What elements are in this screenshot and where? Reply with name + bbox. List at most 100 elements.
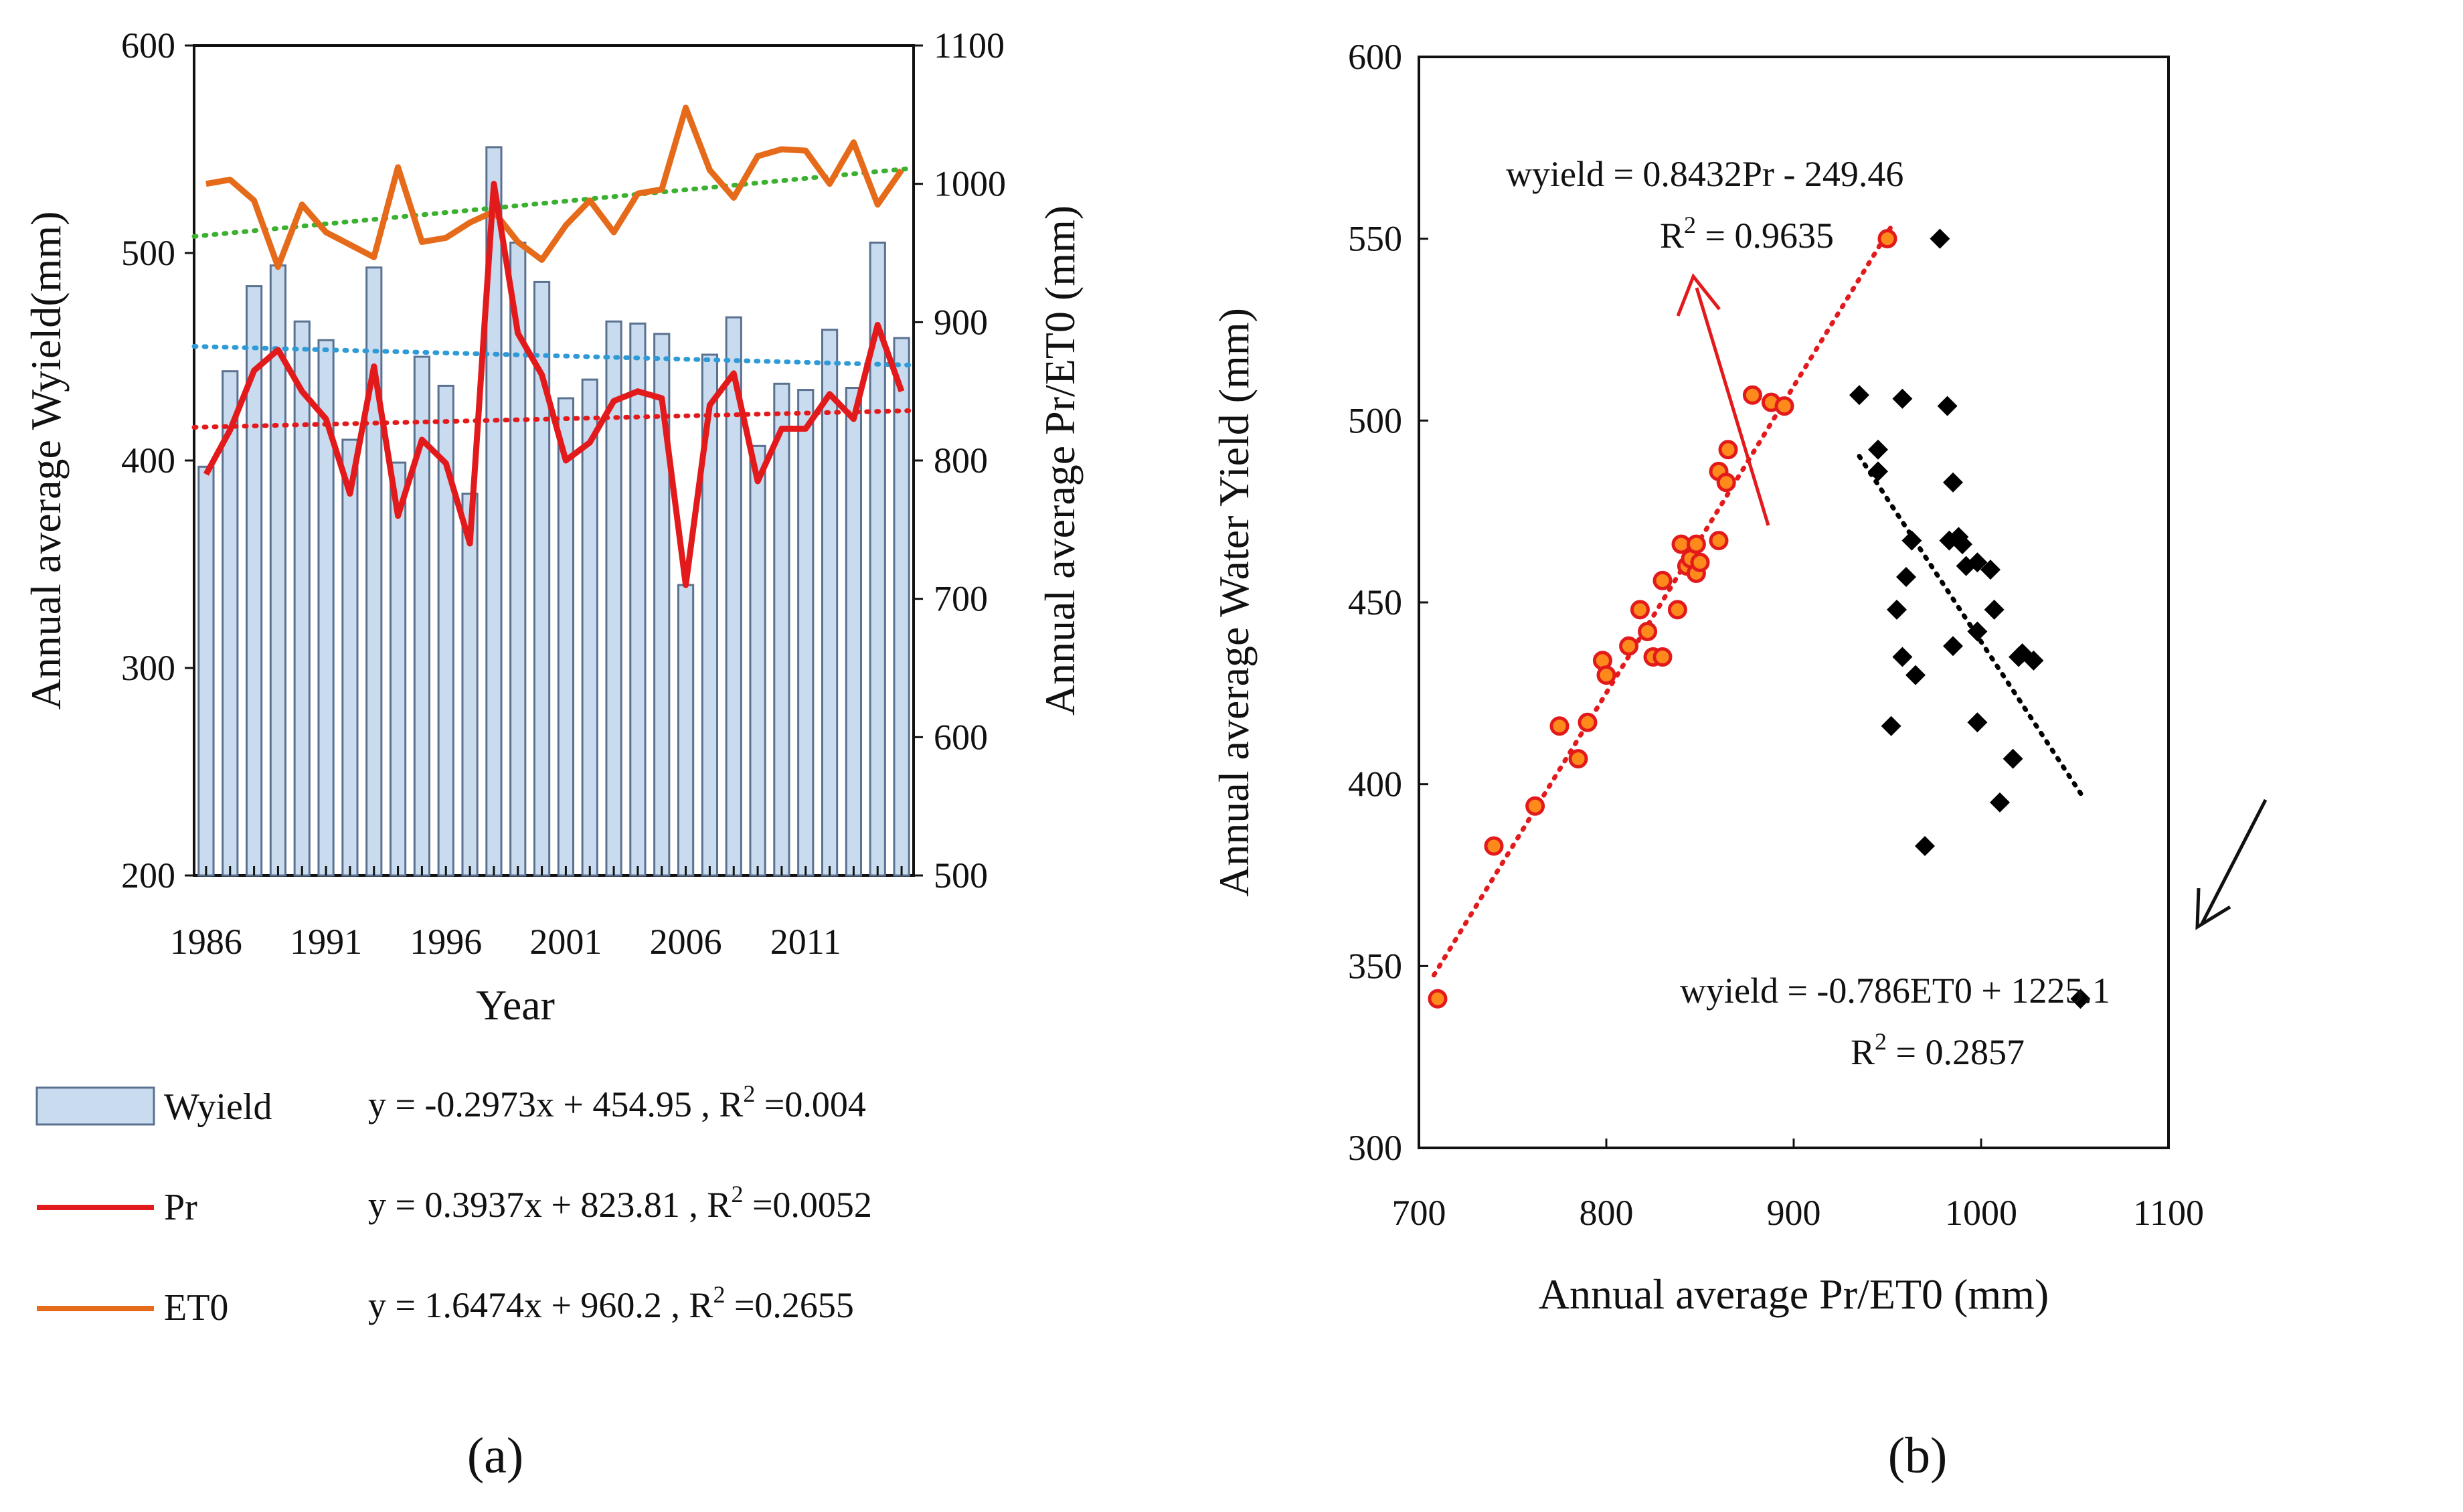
point-pr bbox=[1619, 636, 1639, 656]
y-right-tick-label: 600 bbox=[934, 717, 988, 757]
point-et0 bbox=[1881, 716, 1901, 736]
point-et0 bbox=[1943, 472, 1963, 493]
x-tick-label: 2006 bbox=[650, 922, 722, 962]
bar-wyield-1992 bbox=[341, 438, 359, 877]
point-pr bbox=[1652, 570, 1673, 590]
y-right-tick-label: 1000 bbox=[934, 164, 1006, 204]
y-tick-label: 600 bbox=[1348, 37, 1402, 77]
legend-label-pr: Pr bbox=[164, 1187, 197, 1228]
trendline-et0 bbox=[191, 166, 912, 239]
y-right-tick-label: 1100 bbox=[934, 25, 1005, 66]
legend-swatch-wyield bbox=[35, 1086, 155, 1126]
point-pr bbox=[1596, 665, 1616, 685]
x-tick-label: 1991 bbox=[290, 922, 362, 962]
annotation-pr-equation: wyield = 0.8432Pr - 249.46 bbox=[1506, 154, 1903, 194]
point-et0 bbox=[1980, 560, 2001, 580]
y-tick-label: 450 bbox=[1348, 582, 1402, 622]
bar-wyield-2009 bbox=[749, 444, 766, 877]
trendline-pr bbox=[191, 408, 912, 430]
x-tick-label: 2001 bbox=[529, 922, 602, 962]
bar-wyield-1990 bbox=[293, 320, 311, 877]
y-left-tick-label: 600 bbox=[121, 25, 175, 66]
annotation-et0-equation: wyield = -0.786ET0 + 1225.1 bbox=[1680, 971, 2110, 1011]
bar-wyield-2004 bbox=[629, 322, 647, 877]
x-tick-label: 1100 bbox=[2133, 1193, 2204, 1233]
panel-b-chart: 700 800 900 1000 1100 300350400450500550600 … bbox=[1210, 37, 2268, 1484]
x-tick-label: 1000 bbox=[1945, 1193, 2017, 1233]
bar-wyield-1986 bbox=[197, 465, 215, 877]
point-pr bbox=[1652, 647, 1673, 667]
y-right-tick-label: 900 bbox=[934, 302, 988, 342]
point-et0 bbox=[1967, 621, 1988, 642]
panel-a-lines bbox=[203, 104, 905, 588]
point-et0 bbox=[1937, 396, 1958, 416]
point-pr bbox=[1742, 385, 1762, 405]
point-et0 bbox=[1868, 439, 1888, 460]
point-et0 bbox=[2070, 989, 2091, 1009]
point-et0 bbox=[1984, 599, 2005, 620]
x-tick-label: 800 bbox=[1580, 1193, 1634, 1233]
point-et0 bbox=[1892, 388, 1913, 409]
panel-b-label: (b) bbox=[1888, 1428, 1948, 1484]
point-pr bbox=[1549, 716, 1569, 736]
point-pr bbox=[1709, 531, 1729, 551]
point-et0 bbox=[2023, 650, 2044, 671]
line-et0 bbox=[205, 104, 904, 270]
panel-a-trendlines bbox=[191, 166, 912, 430]
panel-b-y-axis-title: Annual average Water Yield (mm) bbox=[1210, 308, 1258, 897]
point-pr bbox=[1716, 473, 1736, 493]
bar-wyield-2006 bbox=[677, 584, 695, 877]
panel-a-chart: 1986 1991 1996 2001 2006 2011 200 300 400 500 600… bbox=[22, 25, 1084, 1484]
point-pr bbox=[1638, 621, 1658, 641]
legend-label-wyield: Wyield bbox=[164, 1086, 272, 1128]
x-tick-label: 1986 bbox=[170, 922, 242, 962]
panel-a-x-axis-title: Year bbox=[476, 981, 555, 1029]
point-et0 bbox=[2003, 748, 2023, 769]
point-pr bbox=[1568, 749, 1588, 769]
bar-wyield-2011 bbox=[797, 389, 815, 877]
panel-a-right-y-ticks: 500 600 700 800 900 1000 1100 bbox=[914, 25, 1006, 896]
panel-a-left-y-ticks: 200 300 400 500 600 bbox=[121, 25, 194, 896]
y-left-tick-label: 200 bbox=[121, 855, 175, 896]
annotation-pr-r2: R2 = 0.9635 bbox=[1660, 212, 1834, 256]
point-et0 bbox=[1896, 566, 1916, 587]
panel-a-x-ticks: 1986 1991 1996 2001 2006 2011 bbox=[170, 866, 903, 962]
point-et0 bbox=[1892, 647, 1913, 667]
fit-line-pr bbox=[1431, 224, 1894, 978]
point-pr bbox=[1428, 989, 1448, 1009]
y-right-tick-label: 500 bbox=[934, 855, 988, 896]
y-left-tick-label: 400 bbox=[121, 440, 175, 481]
y-tick-label: 500 bbox=[1348, 400, 1402, 440]
point-et0 bbox=[1887, 599, 1907, 620]
point-pr bbox=[1686, 534, 1706, 554]
y-right-tick-label: 800 bbox=[934, 440, 988, 481]
point-pr bbox=[1630, 600, 1650, 620]
y-tick-label: 550 bbox=[1348, 219, 1402, 259]
bar-wyield-2001 bbox=[557, 397, 575, 877]
y-tick-label: 400 bbox=[1348, 764, 1402, 805]
annotation-et0-arrow bbox=[2195, 799, 2268, 930]
bar-wyield-1993 bbox=[365, 266, 383, 877]
panel-b-et0-points bbox=[1849, 228, 2091, 1009]
bar-wyield-2013 bbox=[845, 387, 863, 877]
legend-equation-et0: y = 1.6474x + 960.2 , R2 =0.2655 bbox=[368, 1281, 854, 1325]
bar-wyield-1997 bbox=[461, 493, 479, 877]
x-tick-label: 2011 bbox=[770, 922, 841, 962]
point-et0 bbox=[1868, 461, 1888, 482]
panel-b-x-axis-title: Annual average Pr/ET0 (mm) bbox=[1539, 1270, 2049, 1318]
bar-wyield-1995 bbox=[413, 355, 431, 877]
point-et0 bbox=[1943, 636, 1963, 657]
panel-a-left-y-axis-title: Annual average Wyield(mm) bbox=[22, 212, 70, 710]
bar-wyield-2010 bbox=[773, 382, 790, 877]
panel-a-label: (a) bbox=[467, 1428, 523, 1484]
y-left-tick-label: 300 bbox=[121, 648, 175, 688]
point-et0 bbox=[1967, 552, 1988, 573]
y-right-tick-label: 700 bbox=[934, 579, 988, 619]
annotation-et0-r2: R2 = 0.2857 bbox=[1851, 1028, 2025, 1072]
point-et0 bbox=[1967, 712, 1988, 733]
point-et0 bbox=[1952, 534, 1972, 555]
legend-equation-pr: y = 0.3937x + 823.81 , R2 =0.0052 bbox=[368, 1181, 872, 1225]
bar-wyield-2002 bbox=[581, 378, 598, 877]
point-pr bbox=[1690, 552, 1710, 572]
